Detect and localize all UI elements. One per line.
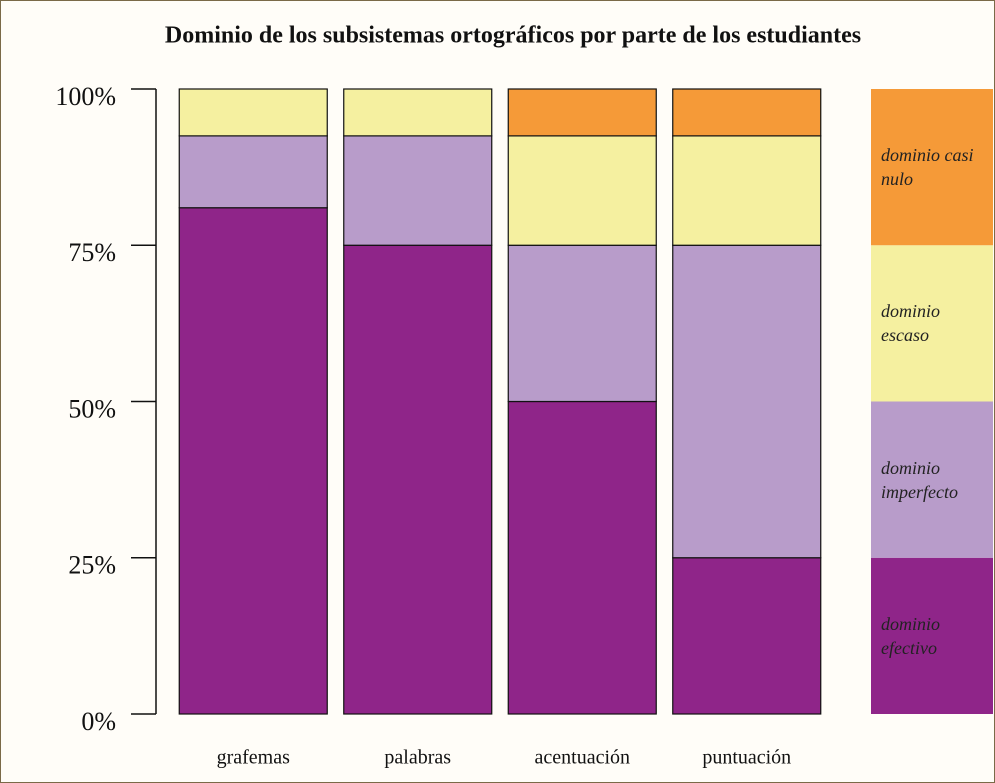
bar-segment <box>343 88 493 137</box>
legend-swatch <box>871 557 993 714</box>
bar-segment <box>507 88 657 137</box>
chart-title: Dominio de los subsistemas ortográficos … <box>165 23 861 49</box>
x-tick-label: palabras <box>384 747 451 769</box>
bar-segment <box>178 207 328 715</box>
bar-segment <box>672 557 822 715</box>
y-tick-label: 0% <box>81 707 116 736</box>
y-tick-label: 100% <box>55 82 116 111</box>
x-tick-label: acentuación <box>535 747 631 769</box>
bar-segment <box>507 400 657 715</box>
y-tick-label: 75% <box>68 238 116 267</box>
bar-segment <box>178 88 328 137</box>
y-tick-label: 50% <box>68 394 116 423</box>
bar-segment <box>507 244 657 403</box>
bar-segment <box>178 135 328 209</box>
y-tick-label: 25% <box>68 551 116 580</box>
bar-segment <box>343 135 493 246</box>
legend-label: dominio escaso <box>881 301 941 346</box>
x-tick-label: grafemas <box>217 747 291 769</box>
legend-label: dominio casi nulo <box>881 145 974 190</box>
bar-segment <box>672 135 822 246</box>
bar-segment <box>672 244 822 559</box>
legend-swatch <box>871 245 993 402</box>
legend-swatch <box>871 89 993 246</box>
x-tick-label: puntuación <box>702 747 791 769</box>
legend-label: dominio imperfecto <box>881 457 958 502</box>
legend-swatch <box>871 401 993 558</box>
legend-label: dominio efectivo <box>881 613 941 658</box>
bar-segment <box>343 244 493 715</box>
bar-segment <box>672 88 822 137</box>
bar-segment <box>507 135 657 246</box>
